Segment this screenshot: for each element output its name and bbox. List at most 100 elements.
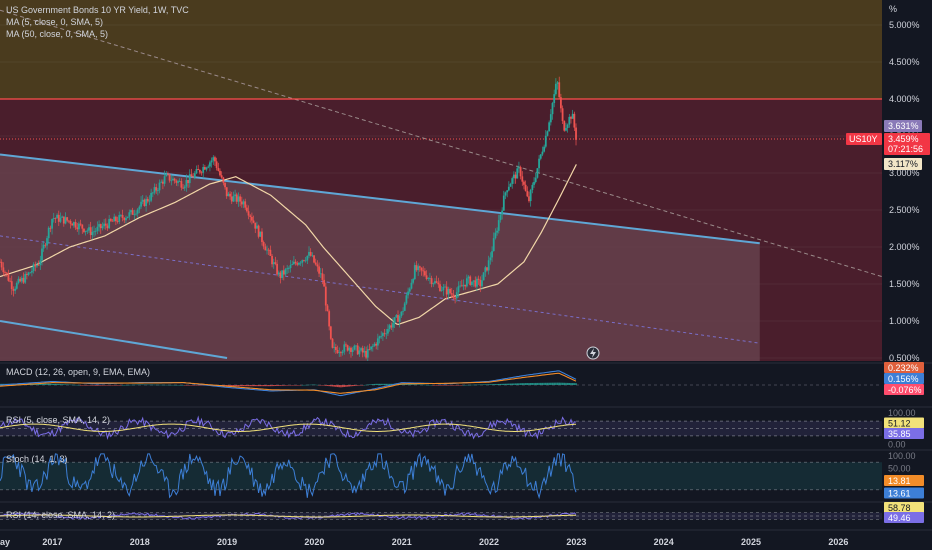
macd-hist-bar [524,383,527,385]
macd-hist-bar [343,385,346,387]
candle-body [350,347,352,353]
candle-body [529,190,532,202]
rsi14-pane[interactable]: RSI (14, close, SMA, 14, 2) [0,501,932,520]
macd-hist-bar [199,385,201,386]
candle-body [479,279,482,287]
candle-body [5,272,8,274]
candle-body [556,82,559,84]
macd-hist-bar [296,385,299,386]
candle-body [289,264,292,269]
candle-body [422,270,425,272]
channel-upper-line[interactable] [0,153,760,245]
macd-hist-bar [140,384,142,386]
candle-body [148,200,151,202]
candle-body [511,178,514,184]
value-label-bg [884,512,924,523]
channel-lower-line[interactable] [0,320,228,359]
candle-body [9,280,11,282]
candle-body [304,260,307,262]
candle-body [489,257,492,261]
candle-body [346,345,349,351]
candle-body [504,192,507,196]
time-tick-label: 2020 [304,537,324,547]
macd-hist-bar [360,385,362,386]
macd-hist-bar [93,385,95,386]
candle-body [313,255,315,263]
candle-body [27,272,30,275]
candle-body [99,224,102,229]
candle-body [25,274,28,275]
macd-hist-bar [108,385,110,386]
candle-body [554,83,557,95]
candle-body [104,223,107,226]
macd-hist-bar [544,382,547,385]
macd-hist-bar [560,382,562,385]
candle-body [193,173,196,178]
macd-pane[interactable]: MACD (12, 26, open, 9, EMA, EMA) [0,362,932,405]
macd-hist-bar [306,384,309,386]
lightning-icon[interactable] [586,346,600,360]
macd-hist-bar [242,385,245,387]
macd-hist-bar [252,385,255,387]
macd-hist-bar [546,382,549,385]
macd-hist-bar [403,383,406,385]
macd-hist-bar [277,385,280,386]
candle-body [173,178,176,181]
macd-hist-bar [353,385,356,386]
macd-hist-bar [415,384,418,385]
candle-body [239,196,242,202]
macd-hist-bar [340,385,342,388]
candle-body [143,199,146,206]
candle-body [484,267,487,273]
candle-body [561,108,564,121]
macd-hist-bar [225,385,228,387]
candle-body [7,273,10,281]
macd-hist-bar [183,385,186,386]
macd-hist-bar [145,384,147,386]
macd-hist-bar [96,385,99,386]
candle-body [160,181,163,183]
macd-hist-bar [482,384,485,385]
candle-body [413,265,416,280]
macd-hist-bar [541,382,544,385]
candle-body [553,94,556,104]
macd-hist-bar [489,384,492,385]
candle-body [284,269,287,275]
macd-hist-bar [407,384,409,385]
stoch-pane[interactable]: Stoch (14, 1, 3) [0,449,932,500]
candle-body [219,170,221,176]
candle-body [215,161,218,168]
macd-hist-bar [101,385,104,386]
macd-hist-bar [523,383,525,385]
macd-hist-bar [59,384,62,385]
candle-body [430,278,433,285]
macd-hist-bar [370,384,372,385]
candle-body [338,352,341,354]
candle-body [575,127,577,140]
candle-body [86,230,89,232]
macd-hist-bar [125,384,127,386]
candle-body [471,281,473,285]
time-tick-label: 2024 [654,537,674,547]
macd-hist-bar [350,385,352,387]
macd-hist-bar [432,385,435,386]
macd-hist-bar [511,383,514,385]
candle-body [390,325,393,328]
value-label: 51.12 [888,419,911,429]
candle-body [524,184,527,191]
candle-body [61,216,64,218]
candle-body [440,290,443,292]
rsi5-pane[interactable]: RSI (5, close, SMA, 14, 2) [0,406,932,441]
channel-mid-line[interactable] [0,235,760,344]
macd-hist-bar [504,383,507,385]
candle-body [563,120,566,131]
candle-body [355,345,357,347]
macd-hist-bar [104,385,107,386]
candle-body [447,289,450,295]
price-pane[interactable] [0,0,882,363]
macd-hist-bar [291,385,294,386]
macd-hist-bar [481,384,483,385]
macd-hist-bar [417,384,419,385]
time-axis[interactable]: ay 2017 2018 2019 2020 2021 2022 2023 2024 2025 20… [0,537,848,547]
